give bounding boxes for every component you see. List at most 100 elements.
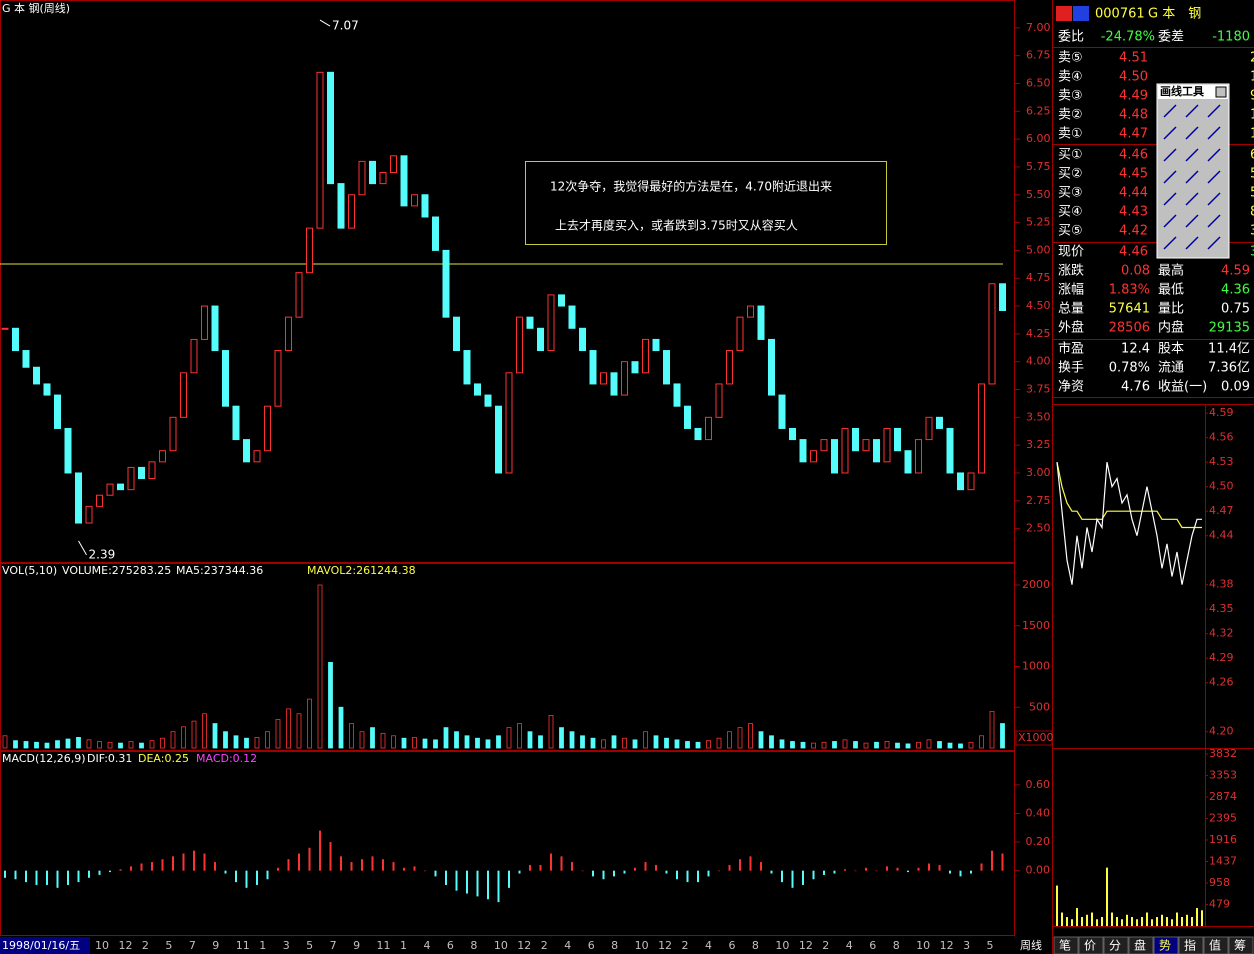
unit-box [1015, 730, 1053, 746]
quote-cell: 收益(一) [1158, 380, 1207, 395]
tool-icon[interactable] [1163, 170, 1177, 184]
intraday-volume [1156, 917, 1158, 926]
volume-bar [968, 741, 974, 749]
quote-cell: 内盘 [1158, 320, 1184, 336]
candle [505, 372, 513, 474]
tool-icon[interactable] [1185, 192, 1199, 206]
tab-label[interactable]: 价 [1084, 939, 1096, 953]
quote-cell: 卖① [1058, 127, 1083, 142]
candle [967, 472, 975, 491]
volume-bar [527, 731, 533, 749]
tab[interactable] [1228, 936, 1254, 954]
intraday-volume [1056, 885, 1058, 926]
x-tick-label: 3 [283, 939, 290, 952]
tool-icon[interactable] [1185, 126, 1199, 140]
volume-bar [916, 741, 921, 749]
tool-icon[interactable] [1185, 236, 1199, 250]
tool-icon[interactable] [1207, 104, 1221, 118]
tool-icon[interactable] [1185, 104, 1199, 118]
y-tick-label: 958 [1209, 876, 1230, 889]
candle [75, 472, 82, 524]
y-tick-label: 4.50 [1026, 299, 1051, 312]
intraday-volume [1076, 908, 1078, 926]
quote-cell: 4.46 [1119, 245, 1148, 260]
volume-bar [349, 723, 354, 749]
tab[interactable] [1178, 936, 1204, 954]
tab[interactable] [1153, 936, 1179, 954]
tool-icon[interactable] [1185, 148, 1199, 162]
volume-bar [160, 737, 165, 749]
tool-icon[interactable] [1163, 126, 1177, 140]
tab-label[interactable]: 势 [1159, 939, 1171, 953]
quote-cell: 买① [1058, 148, 1083, 163]
quote-cell: 4.76 [1121, 380, 1150, 395]
candle [652, 338, 660, 352]
tool-icon[interactable] [1207, 214, 1221, 228]
volume-bar [338, 706, 344, 749]
x-tick-label: 8 [752, 939, 759, 952]
quote-cell: 1256 [1250, 70, 1254, 85]
tool-icon[interactable] [1207, 126, 1221, 140]
tool-icon[interactable] [1207, 236, 1221, 250]
tab[interactable] [1203, 936, 1229, 954]
tool-icon[interactable] [1207, 192, 1221, 206]
note-line: 上去才再度买入，或者跌到3.75时又从容买人 [555, 218, 798, 233]
intraday-volume [1131, 917, 1133, 926]
tool-icon[interactable] [1185, 214, 1199, 228]
quote-cell: 0.09 [1221, 380, 1250, 395]
macd-bar [686, 870, 689, 883]
volume-bar [244, 737, 249, 749]
tab[interactable] [1128, 936, 1154, 954]
y-tick-label: 3.25 [1026, 438, 1051, 451]
tool-icon[interactable] [1163, 104, 1177, 118]
y-tick-label: 6.75 [1026, 49, 1051, 62]
tab-label[interactable]: 盘 [1134, 938, 1146, 953]
quote-cell: 买④ [1058, 205, 1083, 220]
macd-bar [539, 864, 542, 871]
candle [852, 427, 859, 452]
volume-bar [359, 731, 365, 749]
toolbox-close[interactable] [1215, 86, 1227, 98]
quote-cell: 51 [1250, 167, 1254, 182]
tool-icon[interactable] [1163, 236, 1177, 250]
tab-label[interactable]: 筹 [1234, 939, 1246, 953]
volume-bar [496, 735, 501, 749]
x-tick-label: 5 [165, 939, 172, 952]
volume-bar [590, 737, 596, 749]
candle [85, 505, 93, 524]
tab-label[interactable]: 指 [1184, 938, 1196, 953]
macd-bar [130, 866, 132, 871]
volume-bar [548, 715, 554, 749]
tab-label[interactable]: 笔 [1059, 938, 1071, 953]
tool-icon[interactable] [1207, 148, 1221, 162]
macd-bar [886, 866, 888, 871]
tool-icon[interactable] [1163, 214, 1177, 228]
candle [463, 350, 471, 385]
quote-cell: 外盘 [1058, 320, 1084, 336]
tab[interactable] [1078, 936, 1104, 954]
quote-cell: 4.59 [1221, 264, 1250, 279]
tab-label[interactable]: 分 [1109, 939, 1121, 953]
macd-bar [382, 859, 384, 871]
y-tick-label: 479 [1209, 897, 1230, 910]
tool-icon[interactable] [1163, 192, 1177, 206]
candle [295, 272, 303, 318]
quote-cell: 0.75 [1221, 302, 1250, 317]
quote-cell: 4.44 [1119, 186, 1148, 201]
candle [526, 316, 534, 329]
toolbox[interactable]: 画线工具 [1156, 83, 1230, 259]
volume-bar [97, 741, 102, 749]
tool-icon[interactable] [1185, 170, 1199, 184]
tool-icon[interactable] [1207, 170, 1221, 184]
quote-cell: 68 [1250, 148, 1254, 163]
candle [516, 316, 523, 374]
candle [715, 383, 723, 418]
tab[interactable] [1053, 936, 1079, 954]
x-tick-label: 7 [189, 939, 196, 952]
candle [337, 183, 345, 229]
volume-frame [0, 563, 1015, 751]
tab-label[interactable]: 值 [1209, 938, 1221, 953]
tab[interactable] [1103, 936, 1129, 954]
macd-legend: DIF:0.31 [87, 752, 132, 765]
tool-icon[interactable] [1163, 148, 1177, 162]
